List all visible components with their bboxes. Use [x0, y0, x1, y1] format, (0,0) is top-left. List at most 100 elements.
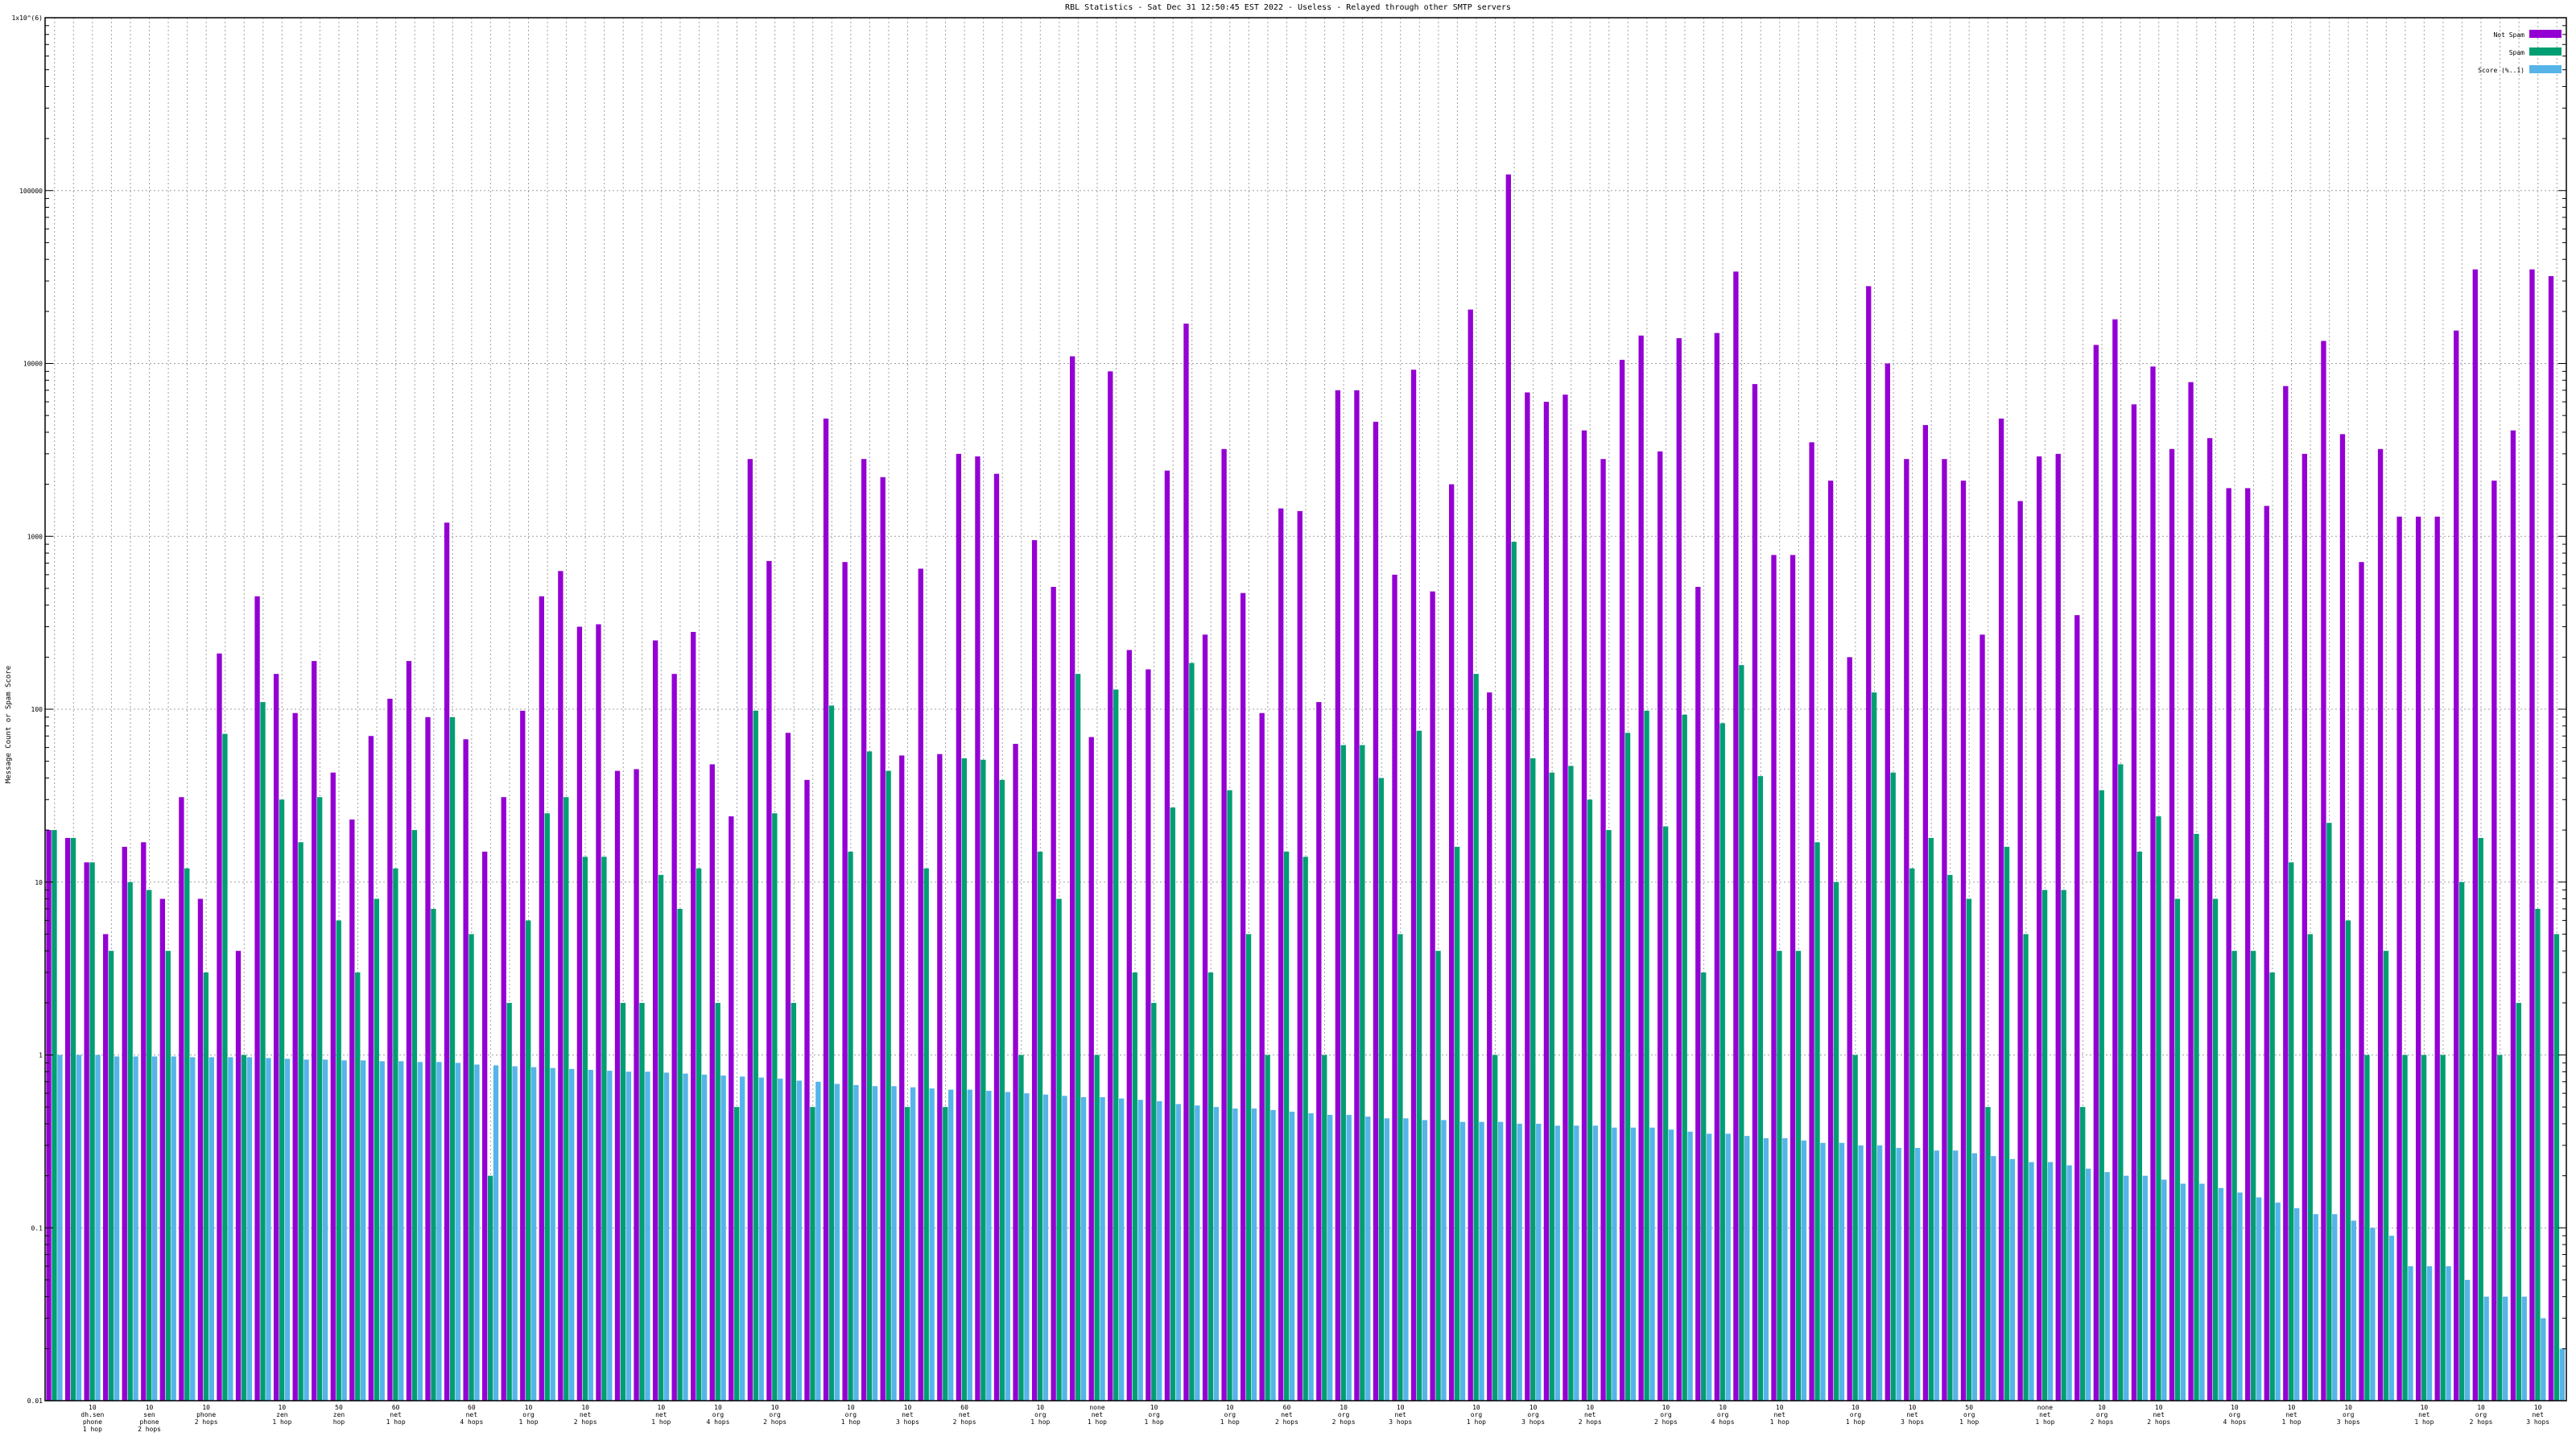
x-category-label: net: [1773, 1411, 1785, 1418]
bar-not-spam: [2131, 404, 2137, 1401]
y-axis-ticks: 0.01 0.1 1 10 100 1000 10000 100000 1x10^(6): [11, 14, 2566, 1405]
bar-not-spam: [2226, 488, 2231, 1401]
bar-not-spam: [1942, 459, 1947, 1401]
bar-spam: [923, 868, 929, 1401]
bar-not-spam: [1126, 650, 1132, 1401]
bar-spam: [2459, 881, 2465, 1401]
x-category-label: 60: [1283, 1404, 1291, 1411]
bar-spam: [905, 1107, 910, 1401]
bar-not-spam: [2377, 448, 2384, 1401]
y-tick-label: 100: [31, 706, 43, 713]
y-tick-label: 100000: [19, 188, 43, 195]
bar-not-spam: [2264, 506, 2269, 1402]
x-category-label: net: [1281, 1411, 1293, 1418]
bar-not-spam: [312, 661, 317, 1401]
bar-score-1: [1365, 1117, 1371, 1401]
x-category-label: net: [2153, 1411, 2165, 1418]
bar-score-1: [1080, 1096, 1087, 1401]
bar-score-1: [1554, 1125, 1560, 1401]
x-category-label: 1 hop: [1959, 1418, 1979, 1426]
x-category-label: 10: [2288, 1404, 2296, 1411]
bar-spam: [89, 862, 95, 1401]
x-category-label: 3 hops: [896, 1418, 919, 1426]
bar-score-1: [1195, 1105, 1200, 1401]
bar-not-spam: [1031, 540, 1038, 1401]
bar-score-1: [341, 1060, 347, 1401]
x-category-label: dh.sen: [80, 1411, 104, 1418]
bar-spam: [2041, 890, 2048, 1401]
bar-score-1: [967, 1089, 972, 1401]
bar-not-spam: [406, 661, 412, 1401]
bar-score-1: [1289, 1111, 1295, 1401]
bar-score-1: [872, 1086, 878, 1401]
bar-not-spam: [1316, 702, 1322, 1401]
bar-spam: [2535, 909, 2541, 1401]
bar-spam: [165, 951, 171, 1401]
bar-score-1: [2426, 1265, 2433, 1401]
x-category-label: 10: [2534, 1404, 2542, 1411]
bar-not-spam: [2150, 366, 2156, 1401]
bar-spam: [2364, 1055, 2370, 1401]
bar-score-1: [2124, 1175, 2129, 1401]
y-tick-label: 1000: [27, 533, 43, 540]
x-category-label: net: [2039, 1411, 2051, 1418]
x-category-label: org: [2343, 1411, 2355, 1418]
x-category-label: org: [2475, 1411, 2487, 1418]
bar-not-spam: [2169, 448, 2175, 1401]
legend: Not Spam Spam Score (%..1): [2478, 30, 2562, 74]
bar-spam: [1682, 714, 1687, 1401]
bar-not-spam: [2510, 430, 2516, 1401]
bar-spam: [298, 842, 303, 1401]
x-category-label: 10: [525, 1404, 533, 1411]
x-category-label: 1 hop: [518, 1418, 538, 1426]
x-category-label: org: [1034, 1411, 1046, 1418]
bar-score-1: [796, 1080, 802, 1401]
bar-score-1: [1497, 1121, 1504, 1401]
x-category-label: org: [1224, 1411, 1236, 1418]
x-category-label: 3 hops: [2337, 1418, 2360, 1426]
x-category-label: 10: [658, 1404, 666, 1411]
bar-not-spam: [1430, 591, 1435, 1401]
bar-score-1: [284, 1059, 291, 1401]
bar-spam: [1454, 846, 1460, 1401]
bar-spam: [1719, 723, 1725, 1401]
bar-spam: [1132, 972, 1137, 1401]
bar-score-1: [1403, 1118, 1409, 1401]
bar-spam: [2289, 862, 2294, 1401]
bar-not-spam: [576, 626, 583, 1401]
x-category-label: net: [2418, 1411, 2430, 1418]
bar-not-spam: [652, 640, 658, 1401]
bar-score-1: [2256, 1197, 2262, 1401]
bar-score-1: [1137, 1100, 1143, 1401]
bar-spam: [1833, 881, 1839, 1401]
x-category-label: 2 hops: [1654, 1418, 1678, 1426]
x-category-label: 10: [2231, 1404, 2239, 1411]
bar-spam: [715, 1002, 720, 1401]
bar-not-spam: [2548, 276, 2554, 1401]
x-category-label: 2 hops: [2091, 1418, 2114, 1426]
bar-score-1: [2313, 1214, 2318, 1401]
bar-not-spam: [1885, 363, 1890, 1401]
bar-spam: [469, 934, 474, 1401]
bar-spam: [1852, 1055, 1858, 1401]
bar-score-1: [2275, 1202, 2281, 1401]
x-category-label: sen: [143, 1411, 155, 1418]
y-axis-label: Message Count or Spam Score: [5, 666, 13, 783]
bar-not-spam: [1505, 174, 1511, 1402]
bar-spam: [1549, 772, 1554, 1401]
bar-score-1: [228, 1057, 233, 1401]
x-category-label: 10: [581, 1404, 589, 1411]
bar-not-spam: [2454, 330, 2459, 1401]
bar-spam: [1037, 851, 1043, 1401]
x-category-label: 10: [847, 1404, 855, 1411]
x-category-label: 4 hops: [707, 1418, 730, 1426]
x-category-label: 10: [1036, 1404, 1044, 1411]
bar-not-spam: [993, 473, 1000, 1401]
bar-spam: [1227, 790, 1232, 1401]
x-category-label: 1 hop: [841, 1418, 861, 1426]
bar-score-1: [588, 1070, 593, 1401]
x-category-label: 2 hops: [138, 1426, 161, 1433]
x-category-label: 1 hop: [1088, 1418, 1107, 1426]
x-category-label: 2 hops: [2470, 1418, 2493, 1426]
bar-not-spam: [1563, 394, 1568, 1401]
